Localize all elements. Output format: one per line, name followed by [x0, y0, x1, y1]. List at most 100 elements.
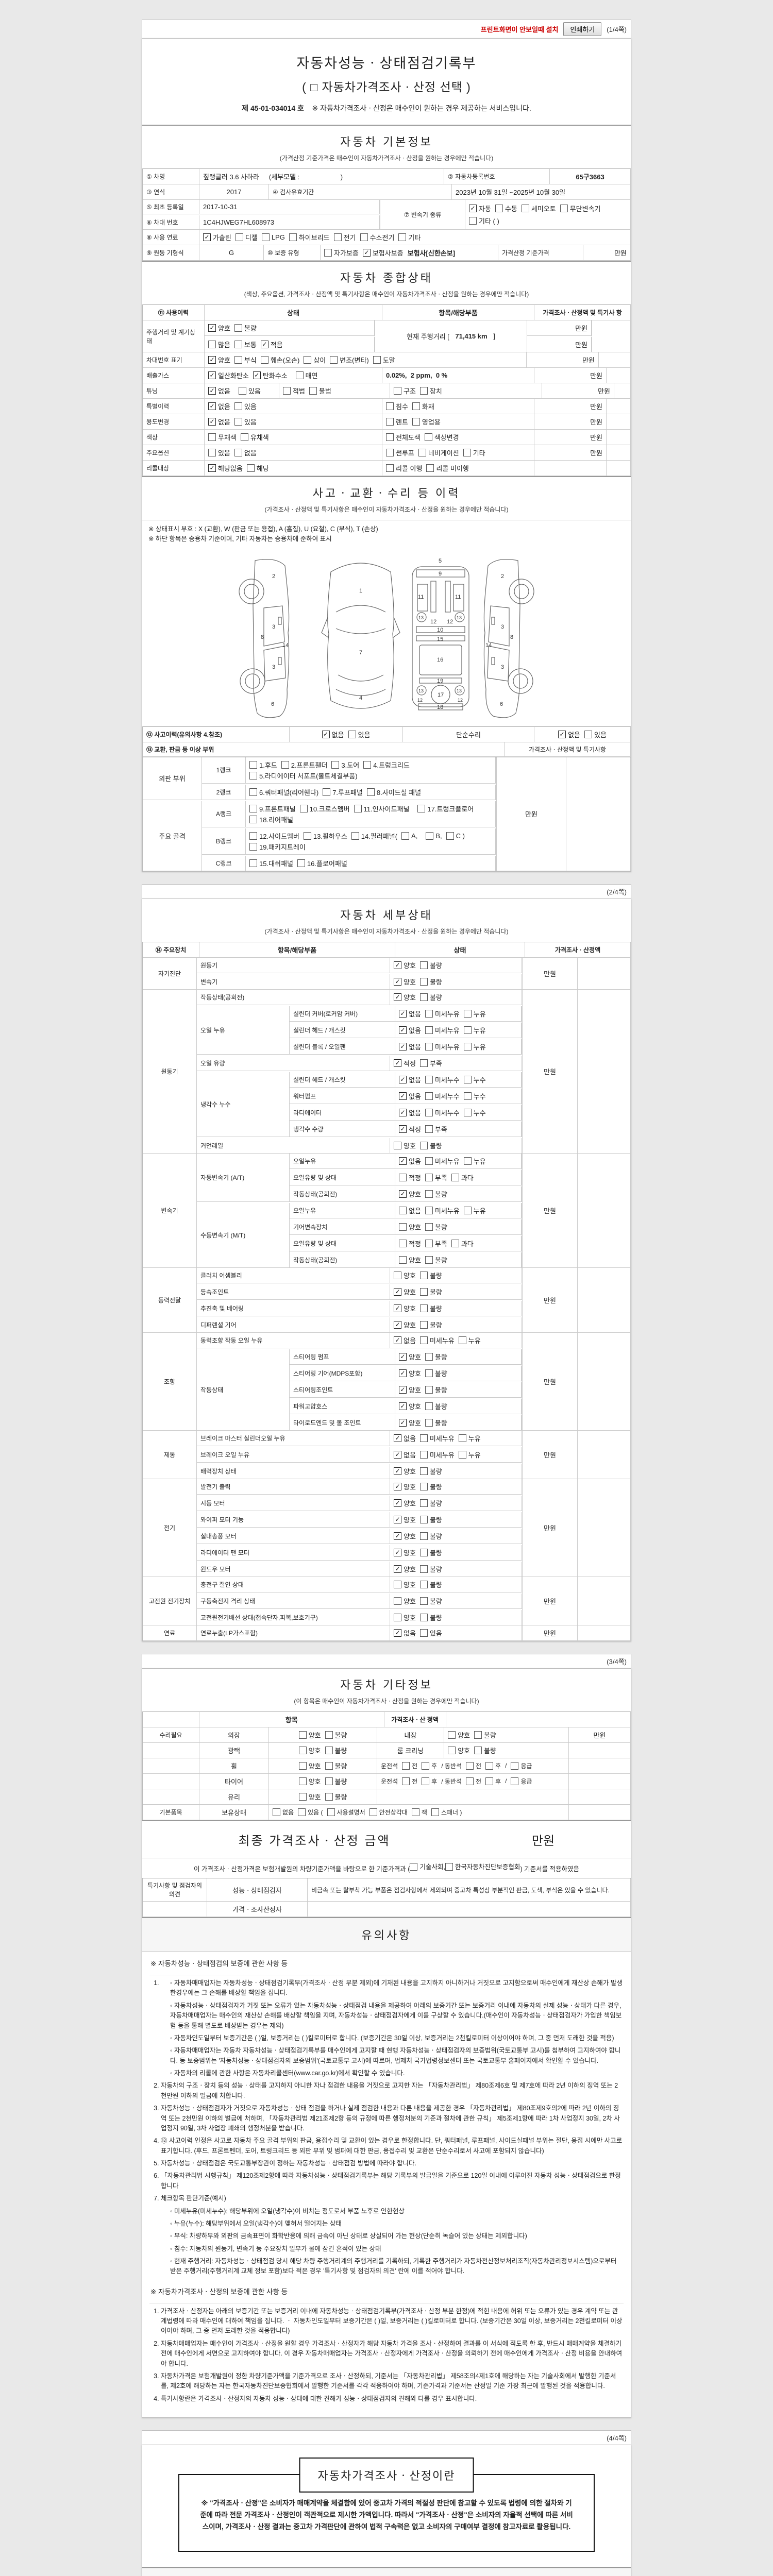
checkbox[interactable] — [458, 1450, 466, 1459]
checkbox-option[interactable]: 있음 — [348, 730, 370, 739]
checkbox-option[interactable]: 부족 — [425, 1173, 447, 1182]
checkbox[interactable] — [401, 832, 410, 840]
checkbox-option[interactable]: 누수 — [463, 1091, 486, 1101]
checkbox[interactable] — [425, 1369, 433, 1377]
checkbox-option[interactable]: 누유 — [458, 1450, 481, 1460]
checkbox-option[interactable]: 스패너 ) — [431, 1808, 462, 1817]
checkbox[interactable] — [584, 730, 592, 738]
checkbox-option[interactable]: ✓ 양호 — [399, 1352, 421, 1362]
checkbox[interactable] — [283, 387, 291, 395]
checkbox[interactable] — [324, 249, 332, 257]
checkbox-option[interactable]: 불법 — [309, 386, 331, 396]
checkbox[interactable] — [463, 1042, 472, 1050]
checkbox[interactable] — [448, 1731, 456, 1739]
checkbox[interactable] — [386, 449, 394, 456]
checkbox[interactable]: ✓ — [399, 1125, 407, 1133]
checkbox-option[interactable]: 불량 — [419, 1515, 442, 1524]
checkbox-option[interactable]: ✓ 양호 — [399, 1418, 421, 1428]
checkbox-option[interactable]: ✓ 양호 — [394, 977, 416, 987]
checkbox-option[interactable]: 불량 — [325, 1761, 347, 1771]
checkbox-option[interactable]: 하이브리드 — [289, 232, 330, 242]
checkbox-option[interactable]: 적정 — [399, 1239, 421, 1248]
checkbox[interactable] — [463, 1157, 472, 1165]
checkbox-option[interactable]: 12.사이드멤버 — [249, 831, 299, 841]
checkbox-option[interactable]: 한국자동차진단보증협회 — [445, 1862, 520, 1872]
checkbox[interactable] — [238, 387, 246, 395]
checkbox-option[interactable]: 불량 — [419, 1613, 442, 1622]
checkbox[interactable] — [331, 760, 340, 769]
checkbox-option[interactable]: 불량 — [425, 1368, 447, 1378]
checkbox[interactable]: ✓ — [260, 341, 268, 348]
checkbox[interactable] — [422, 1777, 430, 1785]
checkbox[interactable] — [418, 449, 426, 456]
checkbox[interactable] — [419, 1565, 428, 1573]
checkbox[interactable] — [249, 760, 257, 769]
checkbox-option[interactable]: 불량 — [425, 1189, 447, 1199]
checkbox[interactable] — [425, 1256, 433, 1264]
checkbox[interactable]: ✓ — [394, 1532, 401, 1540]
checkbox-option[interactable]: 전 — [466, 1761, 481, 1770]
checkbox-option[interactable]: 14.필러패널( — [351, 831, 397, 841]
checkbox-option[interactable]: ✓ 없음 — [208, 401, 230, 411]
checkbox[interactable] — [298, 1731, 307, 1739]
checkbox-option[interactable]: 적정 — [399, 1173, 421, 1182]
checkbox[interactable]: ✓ — [399, 1402, 407, 1410]
checkbox[interactable] — [419, 1450, 428, 1459]
checkbox[interactable] — [466, 1777, 474, 1785]
checkbox-option[interactable]: ✓ 양호 — [394, 1564, 416, 1574]
checkbox[interactable] — [425, 1042, 433, 1050]
checkbox-option[interactable]: 누유 — [458, 1335, 481, 1345]
checkbox-option[interactable]: 도말 — [373, 355, 395, 365]
checkbox-option[interactable]: ✓ 없음 — [399, 1156, 421, 1166]
checkbox[interactable] — [249, 832, 257, 840]
checkbox-option[interactable]: 불량 — [325, 1792, 347, 1802]
checkbox-option[interactable]: 양호 — [298, 1792, 321, 1802]
checkbox-option[interactable]: 없음 — [234, 448, 257, 457]
checkbox[interactable] — [419, 1597, 428, 1605]
checkbox[interactable]: ✓ — [208, 356, 216, 364]
checkbox-option[interactable]: 불량 — [325, 1730, 347, 1740]
checkbox[interactable]: ✓ — [394, 1467, 401, 1475]
checkbox-option[interactable]: 기타 — [463, 448, 485, 457]
checkbox[interactable]: ✓ — [394, 1629, 401, 1637]
checkbox[interactable] — [419, 1271, 428, 1279]
checkbox-option[interactable]: 양호 — [394, 1270, 416, 1280]
checkbox-option[interactable]: 양호 — [448, 1745, 470, 1755]
checkbox-option[interactable]: 미세누유 — [425, 1009, 460, 1019]
checkbox[interactable]: ✓ — [208, 371, 216, 379]
checkbox[interactable] — [299, 804, 308, 812]
checkbox-option[interactable]: 과다 — [451, 1239, 474, 1248]
checkbox-option[interactable]: 3.도어 — [331, 760, 359, 770]
checkbox-option[interactable]: ✓ 없음 — [394, 1450, 416, 1460]
checkbox[interactable] — [235, 233, 243, 241]
checkbox-option[interactable]: ✓ 양호 — [394, 1287, 416, 1297]
checkbox-option[interactable]: 미세누유 — [419, 1335, 455, 1345]
checkbox-option[interactable]: ✓ 없음 — [394, 1628, 416, 1638]
checkbox[interactable] — [234, 418, 242, 426]
checkbox[interactable] — [402, 1761, 410, 1770]
print-button[interactable]: 인쇄하기 — [563, 22, 602, 36]
checkbox-option[interactable]: ✓ 자동 — [469, 204, 491, 213]
checkbox[interactable]: ✓ — [558, 730, 566, 738]
checkbox[interactable] — [234, 402, 242, 410]
checkbox[interactable] — [425, 1352, 433, 1361]
checkbox[interactable]: ✓ — [399, 1385, 407, 1394]
checkbox[interactable] — [309, 387, 317, 395]
checkbox-option[interactable]: LPG — [261, 233, 285, 241]
checkbox-option[interactable]: ✓ 없음 — [394, 1433, 416, 1443]
checkbox[interactable] — [425, 1385, 433, 1394]
checkbox[interactable]: ✓ — [362, 249, 371, 257]
checkbox-option[interactable]: 미세누유 — [425, 1156, 460, 1166]
checkbox-option[interactable]: 사용설명서 — [327, 1808, 365, 1817]
checkbox[interactable]: ✓ — [399, 1075, 407, 1083]
checkbox-option[interactable]: 불량 — [419, 960, 442, 970]
checkbox[interactable] — [451, 1173, 459, 1181]
checkbox-option[interactable]: 불량 — [425, 1385, 447, 1395]
checkbox-option[interactable]: 장치 — [419, 386, 442, 396]
checkbox[interactable] — [445, 1863, 453, 1871]
checkbox-option[interactable]: ✓ 양호 — [394, 1515, 416, 1524]
checkbox-option[interactable]: ✓ 양호 — [394, 1303, 416, 1313]
checkbox-option[interactable]: 양호 — [399, 1255, 421, 1265]
checkbox[interactable] — [386, 464, 394, 472]
checkbox-option[interactable]: ✓ 양호 — [394, 1548, 416, 1557]
